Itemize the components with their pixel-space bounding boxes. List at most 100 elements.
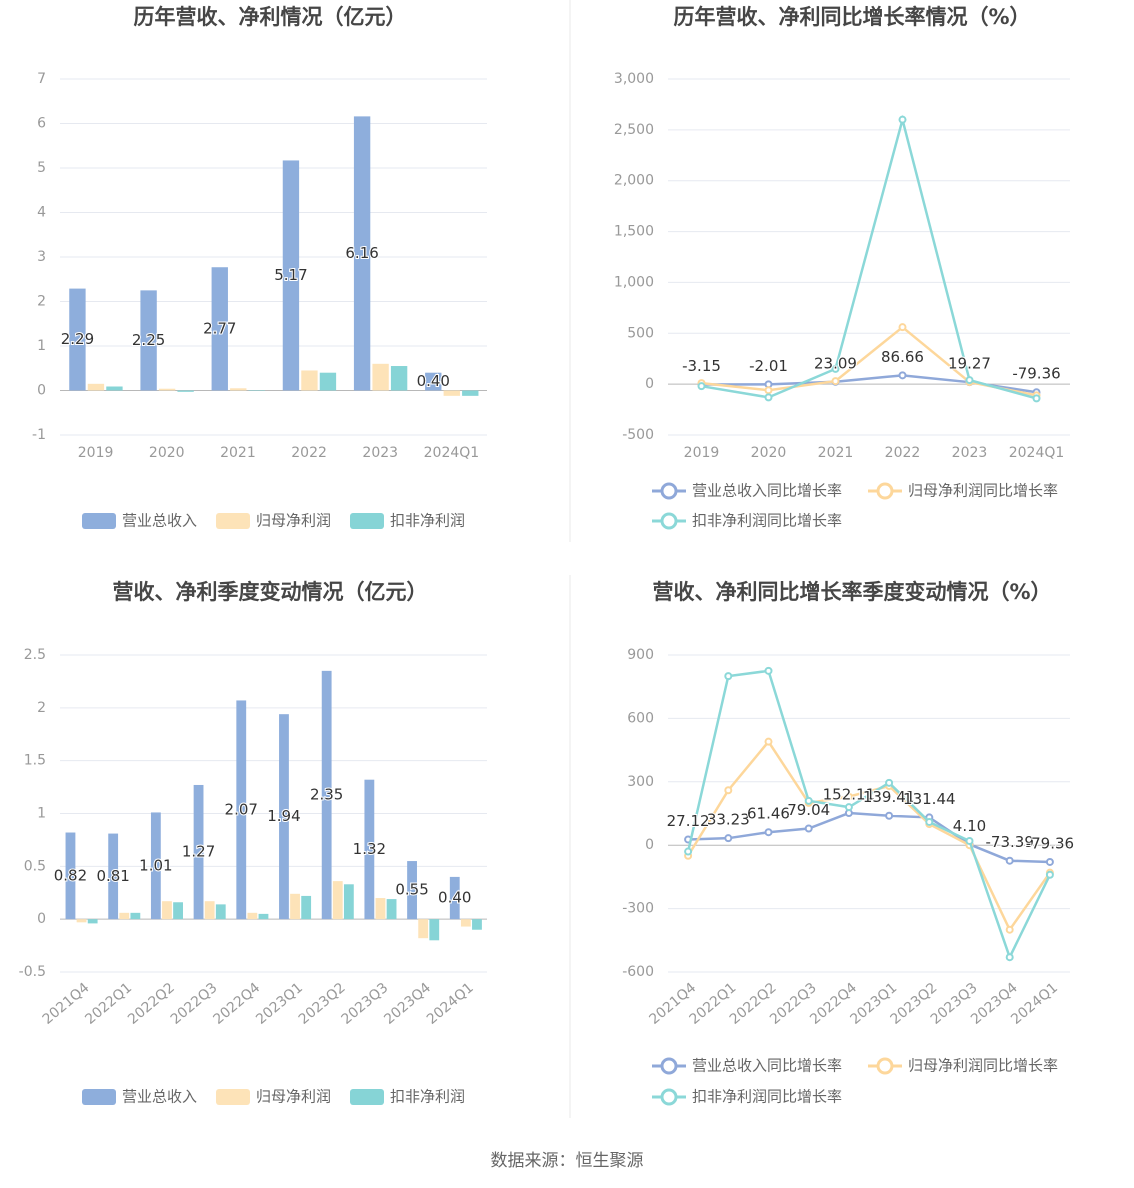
y-tick-label: 0	[645, 837, 654, 853]
bar	[332, 881, 343, 920]
y-tick-label: 900	[627, 647, 654, 663]
x-tick-label: 2022Q3	[168, 980, 221, 1028]
data-label: 1.27	[182, 843, 215, 861]
x-tick-label: 2020	[149, 445, 185, 461]
bar	[462, 390, 479, 396]
data-label: -2.01	[749, 357, 788, 375]
line	[686, 669, 1052, 961]
x-tick-label: 2023Q2	[296, 980, 349, 1028]
y-tick-label: 1.5	[24, 753, 46, 769]
legend-swatch	[660, 482, 678, 500]
point	[1032, 394, 1041, 403]
x-tick-label: 2024Q1	[424, 980, 477, 1028]
x-tick-label: 2021	[220, 445, 256, 461]
legend-label: 营业总收入同比增长率	[692, 1057, 842, 1075]
point	[764, 828, 773, 837]
y-tick-label: 1,500	[614, 224, 654, 240]
x-tick-label: 2019	[684, 445, 720, 461]
data-label: 23.09	[814, 354, 857, 372]
point	[1005, 856, 1014, 865]
chart-title: 营收、净利季度变动情况（亿元）	[113, 580, 428, 604]
legend-swatch	[876, 482, 894, 500]
point	[724, 834, 733, 843]
x-tick-label: 2022	[291, 445, 327, 461]
y-tick-label: 1	[37, 806, 46, 822]
bar	[87, 919, 98, 924]
y-tick-label: 1	[37, 338, 46, 354]
bar	[429, 919, 440, 941]
bar	[449, 876, 460, 920]
x-tick-label: 2020	[751, 445, 787, 461]
bar	[69, 288, 86, 391]
source: 数据来源：恒生聚源	[491, 1151, 644, 1171]
bar	[375, 898, 386, 920]
data-label: 2.07	[225, 800, 258, 818]
point	[844, 803, 853, 812]
x-tick-label: 2022Q1	[82, 980, 135, 1028]
legend-label: 归母净利润同比增长率	[908, 482, 1058, 500]
data-label: 2.25	[132, 331, 165, 349]
legend-swatch	[82, 513, 116, 529]
y-tick-label: 2,500	[614, 122, 654, 138]
point	[764, 737, 773, 746]
x-tick-label: 2019	[78, 445, 114, 461]
bar	[130, 912, 141, 920]
bar	[301, 370, 318, 391]
y-tick-label: 1,000	[614, 274, 654, 290]
bar	[173, 902, 183, 920]
point	[1005, 925, 1014, 934]
data-label: 2.29	[61, 330, 94, 348]
point	[885, 811, 894, 820]
bar	[282, 160, 300, 391]
bar	[364, 779, 375, 920]
data-label: -3.15	[682, 357, 721, 375]
point	[831, 377, 840, 386]
legend-swatch	[660, 1088, 678, 1106]
line	[687, 739, 1051, 933]
legend-swatch	[660, 512, 678, 530]
bar	[321, 670, 332, 920]
y-tick-label: 4	[37, 205, 46, 221]
bar	[215, 904, 226, 920]
point	[898, 323, 907, 332]
y-tick-label: 300	[627, 774, 654, 790]
bar	[150, 812, 161, 920]
legend-label: 扣非净利润	[390, 1088, 465, 1106]
point	[764, 393, 773, 402]
bar	[247, 912, 258, 920]
chart-title: 历年营收、净利情况（亿元）	[134, 5, 407, 29]
bar	[390, 366, 408, 391]
bar	[177, 390, 194, 392]
data-label: 0.40	[417, 372, 450, 390]
legend-label: 营业总收入	[122, 512, 197, 530]
bar	[119, 912, 130, 920]
x-tick-label: 2023Q4	[381, 980, 434, 1028]
data-label: 61.46	[747, 805, 790, 823]
point	[925, 817, 934, 826]
legend-label: 归母净利润	[256, 1088, 331, 1106]
point	[885, 778, 894, 787]
point	[1045, 870, 1054, 879]
legend-swatch	[876, 1057, 894, 1075]
point	[724, 786, 733, 795]
y-tick-label: -500	[622, 427, 654, 443]
bar	[108, 833, 119, 920]
bar	[236, 700, 247, 920]
legend-swatch	[660, 1057, 678, 1075]
bar	[230, 388, 247, 391]
data-label: 2.35	[310, 786, 343, 804]
x-tick-label: 2022Q2	[125, 980, 178, 1028]
legend-swatch	[350, 1089, 384, 1105]
legend-swatch	[216, 1089, 250, 1105]
bar	[301, 895, 312, 920]
chart-title: 历年营收、净利同比增长率情况（%）	[673, 5, 1030, 29]
legend-label: 营业总收入同比增长率	[692, 482, 842, 500]
y-tick-label: 0	[645, 376, 654, 392]
x-tick-label: 2022	[885, 445, 921, 461]
bar	[204, 901, 215, 920]
data-label: 0.81	[96, 867, 129, 885]
data-label: -79.36	[1026, 834, 1074, 852]
point	[844, 792, 853, 801]
y-tick-label: 2	[37, 294, 46, 310]
point	[764, 386, 773, 395]
